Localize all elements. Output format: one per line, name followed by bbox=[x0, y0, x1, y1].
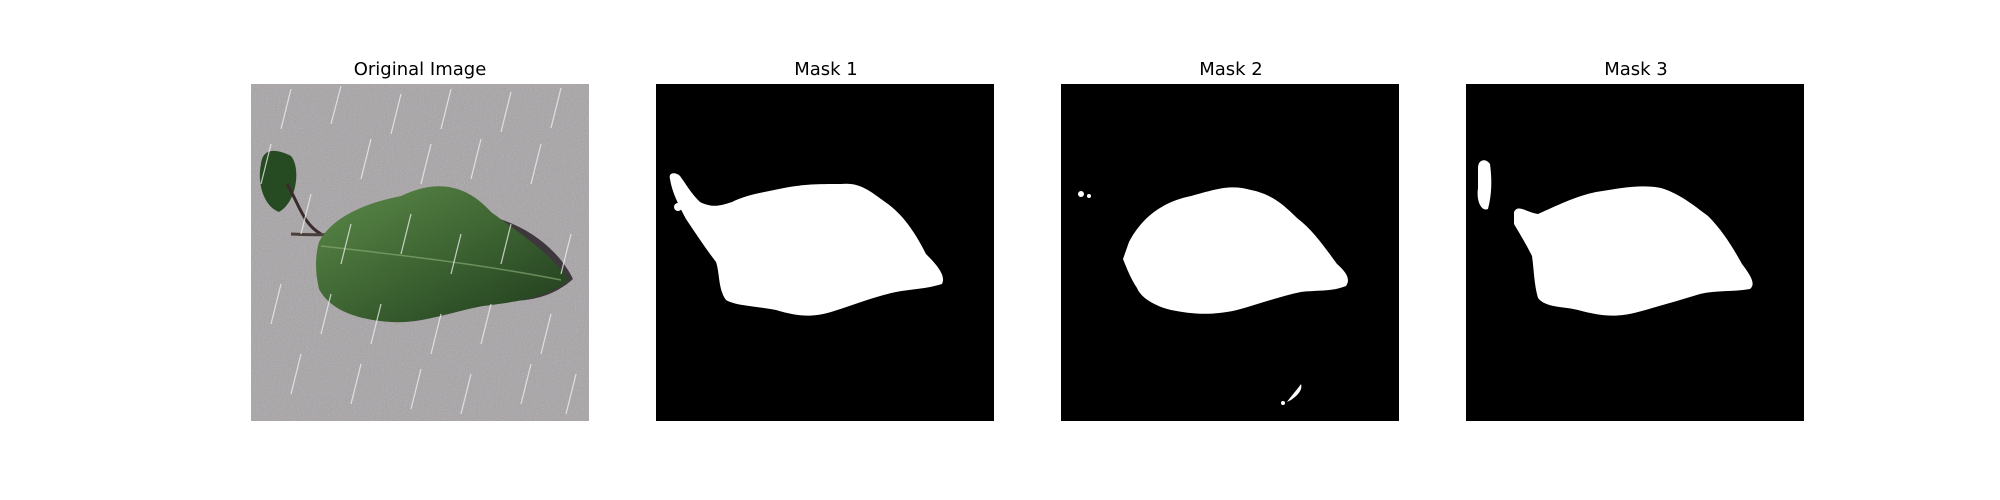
mask-2-panel bbox=[1061, 84, 1399, 421]
main-leaf bbox=[316, 186, 569, 323]
panel-title-mask-2: Mask 2 bbox=[1199, 59, 1263, 80]
panel-title-mask-3: Mask 3 bbox=[1604, 59, 1668, 80]
original-image bbox=[251, 84, 589, 421]
mask-2-image bbox=[1061, 84, 1399, 421]
original-image-panel bbox=[251, 84, 589, 421]
panel-title-original: Original Image bbox=[353, 59, 487, 80]
mask-3-panel bbox=[1466, 84, 1804, 421]
mask-1-image bbox=[656, 84, 994, 421]
mask-1-panel bbox=[656, 84, 994, 421]
panel-title-mask-1: Mask 1 bbox=[794, 59, 858, 80]
small-leaf bbox=[259, 150, 297, 212]
rain-streaks bbox=[260, 85, 577, 415]
mask-3-image bbox=[1466, 84, 1804, 421]
